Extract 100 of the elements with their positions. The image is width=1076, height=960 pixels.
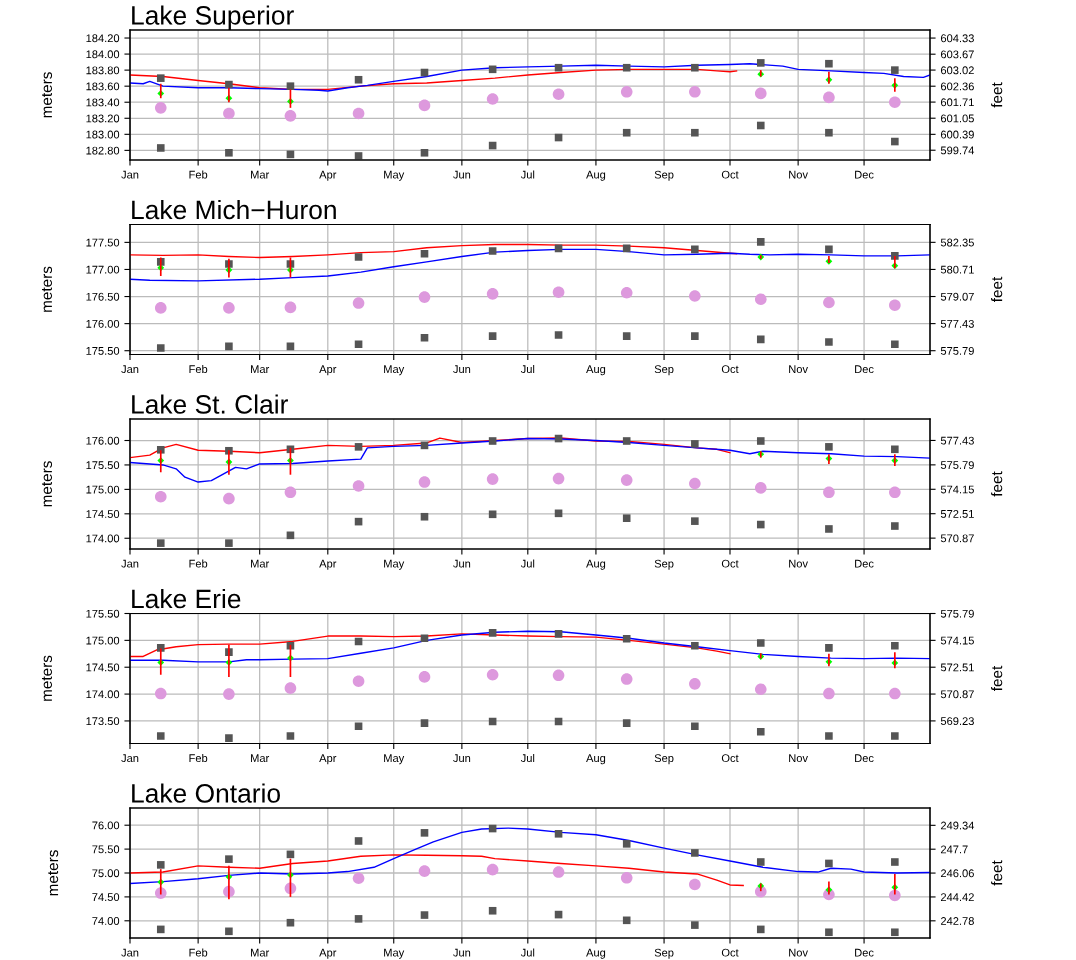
- point: [552, 88, 565, 101]
- point: [225, 855, 233, 863]
- y2-tick-label: 577.43: [940, 436, 974, 445]
- x-tick-label: Oct: [721, 365, 739, 374]
- x-tick-label: Jun: [453, 948, 471, 957]
- point: [418, 671, 431, 683]
- point: [156, 539, 165, 547]
- x-tick-label: Aug: [586, 754, 606, 765]
- x-tick-label: Jan: [121, 559, 139, 568]
- y2-tick-label: 575.79: [940, 346, 974, 355]
- y2-tick-label: 579.07: [940, 292, 974, 301]
- point: [488, 510, 497, 519]
- point: [420, 634, 429, 643]
- point: [620, 871, 633, 884]
- x-tick-label: Nov: [789, 559, 808, 568]
- point: [552, 866, 565, 878]
- y2-tick-label: 577.43: [940, 319, 974, 328]
- point: [754, 293, 767, 306]
- point: [418, 99, 431, 112]
- y-tick-label: 75.50: [92, 845, 120, 854]
- y2-tick-label: 575.79: [940, 609, 974, 618]
- point: [825, 128, 833, 137]
- x-tick-label: May: [384, 559, 405, 570]
- point: [756, 639, 765, 647]
- point: [486, 288, 499, 300]
- point: [354, 915, 363, 923]
- point: [552, 669, 565, 682]
- point: [825, 59, 833, 68]
- point: [354, 253, 363, 261]
- line-series: [130, 63, 930, 92]
- chart-title: Lake St. Clair: [132, 394, 288, 414]
- y-tick-label: 176.00: [86, 436, 120, 445]
- x-tick-label: Jul: [520, 948, 535, 957]
- point: [156, 74, 165, 82]
- point: [756, 925, 765, 934]
- x-tick-label: Sep: [654, 948, 674, 959]
- point: [352, 297, 365, 309]
- x-tick-label: May: [384, 365, 405, 376]
- point: [352, 872, 365, 885]
- point: [225, 927, 233, 936]
- point: [889, 96, 901, 109]
- point: [354, 340, 363, 349]
- y2-tick-label: 249.34: [940, 821, 975, 830]
- x-tick-label: Oct: [721, 170, 739, 179]
- point: [691, 641, 699, 650]
- point: [889, 687, 901, 700]
- x-tick-label: Mar: [251, 559, 270, 568]
- x-tick-label: Apr: [319, 948, 337, 959]
- point: [620, 286, 633, 299]
- y-axis-title: meters: [48, 850, 59, 896]
- y2-tick-label: 569.23: [940, 717, 974, 726]
- point: [825, 644, 833, 652]
- point: [286, 918, 295, 927]
- y-tick-label: 183.20: [86, 114, 120, 123]
- chart-title: Lake Superior: [132, 5, 294, 30]
- point: [823, 486, 835, 499]
- point: [486, 473, 499, 485]
- x-tick-label: Jul: [520, 364, 535, 374]
- point: [284, 301, 297, 314]
- x-tick-label: Apr: [319, 170, 337, 181]
- y-tick-label: 74.00: [92, 917, 120, 925]
- x-tick-label: Jun: [453, 170, 471, 179]
- point: [825, 443, 833, 451]
- x-tick-label: Apr: [319, 559, 337, 570]
- y2-tick-label: 574.15: [940, 636, 974, 645]
- x-tick-label: Sep: [654, 754, 674, 765]
- x-tick-label: Jun: [453, 365, 471, 374]
- x-tick-label: Jan: [121, 754, 139, 763]
- y-tick-label: 177.50: [86, 238, 120, 247]
- y-tick-label: 175.00: [86, 636, 120, 645]
- point: [352, 675, 365, 687]
- x-tick-label: Mar: [251, 754, 270, 763]
- point: [691, 245, 699, 254]
- point: [756, 858, 765, 866]
- point: [691, 440, 699, 448]
- point: [354, 443, 363, 451]
- y-tick-label: 184.20: [86, 34, 120, 43]
- y-tick-label: 75.00: [92, 869, 120, 878]
- point: [756, 437, 765, 445]
- point: [225, 148, 233, 157]
- y2-tick-label: 242.78: [940, 917, 974, 925]
- point: [622, 63, 631, 72]
- point: [418, 476, 431, 488]
- x-tick-label: Jul: [520, 559, 535, 568]
- point: [622, 437, 631, 445]
- y-tick-label: 76.00: [92, 821, 120, 830]
- point: [689, 85, 701, 98]
- y2-tick-label: 603.02: [940, 66, 974, 75]
- x-tick-label: Dec: [855, 559, 874, 568]
- y2-tick-label: 599.74: [940, 146, 975, 155]
- point: [891, 340, 899, 349]
- y-tick-label: 74.50: [92, 893, 120, 902]
- y-tick-label: 173.50: [86, 717, 120, 726]
- point: [286, 732, 295, 740]
- y-axis-title: meters: [42, 72, 53, 118]
- y2-tick-label: 247.7: [940, 845, 968, 854]
- x-tick-label: Jan: [121, 365, 139, 374]
- point: [156, 732, 165, 740]
- y2-axis-title: feet: [991, 860, 1003, 886]
- point: [488, 906, 497, 915]
